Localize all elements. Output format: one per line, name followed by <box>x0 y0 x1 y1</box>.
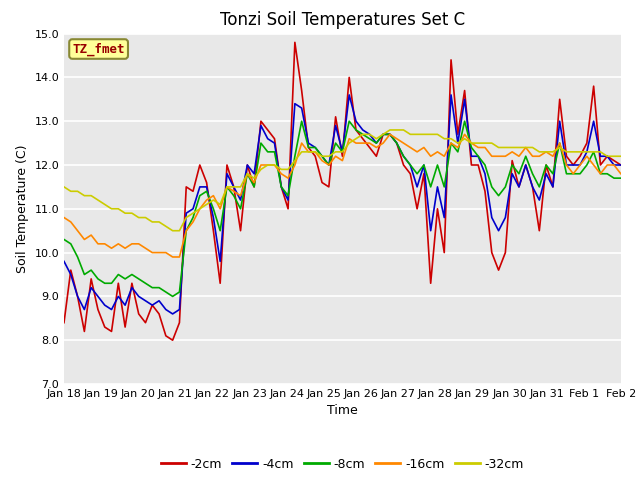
Text: TZ_fmet: TZ_fmet <box>72 42 125 56</box>
Title: Tonzi Soil Temperatures Set C: Tonzi Soil Temperatures Set C <box>220 11 465 29</box>
X-axis label: Time: Time <box>327 405 358 418</box>
Legend: -2cm, -4cm, -8cm, -16cm, -32cm: -2cm, -4cm, -8cm, -16cm, -32cm <box>156 453 529 476</box>
Y-axis label: Soil Temperature (C): Soil Temperature (C) <box>16 144 29 273</box>
